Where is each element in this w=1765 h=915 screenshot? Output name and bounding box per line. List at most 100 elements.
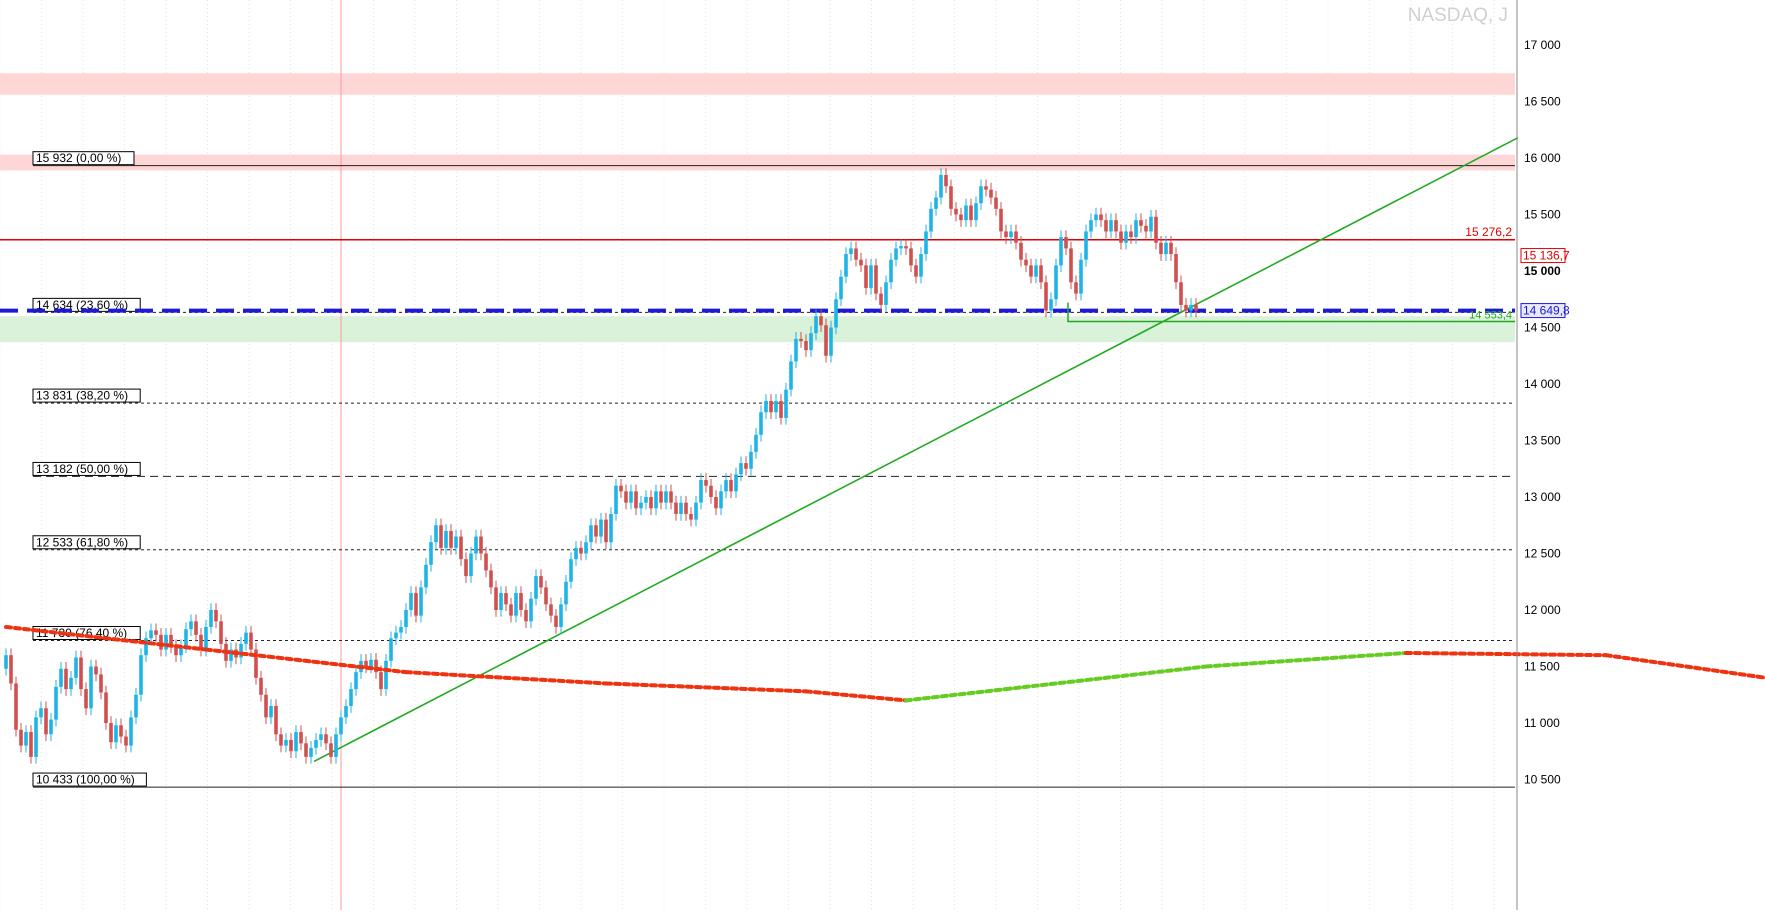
- candle-body: [964, 205, 968, 221]
- candle-body: [149, 630, 153, 639]
- candle-body: [849, 248, 853, 255]
- candle-body: [1004, 231, 1008, 238]
- candle-body: [294, 732, 298, 752]
- y-axis-tick-label: 13 000: [1524, 490, 1561, 504]
- fib-level-box: [32, 461, 141, 476]
- candle-body: [89, 666, 93, 709]
- candle-body: [854, 248, 858, 260]
- candle-body: [289, 739, 293, 752]
- moving-average-segment: [204, 647, 408, 675]
- candle-body: [229, 649, 233, 661]
- candle-body: [734, 474, 738, 492]
- candle-body: [124, 736, 128, 746]
- candle-body: [1139, 220, 1143, 226]
- candle-body: [504, 593, 508, 605]
- candle-body: [209, 610, 213, 627]
- candle-body: [529, 598, 533, 622]
- fib-level-box: [32, 151, 135, 166]
- moving-average-segment: [804, 689, 908, 703]
- support-price-tag-box: [1520, 303, 1566, 319]
- candle-body: [169, 634, 173, 647]
- candle-body: [319, 734, 323, 740]
- candle-body: [729, 480, 733, 492]
- y-axis-tick-label: 10 500: [1524, 773, 1561, 787]
- candle-body: [469, 553, 473, 577]
- candle-body: [9, 655, 13, 684]
- candle-body: [814, 316, 818, 334]
- candle-body: [684, 502, 688, 514]
- y-axis-tick-label: 15 500: [1524, 208, 1561, 222]
- candle-body: [904, 246, 908, 249]
- candle-body: [764, 400, 768, 413]
- candle-body: [614, 485, 618, 514]
- candle-body: [1014, 231, 1018, 243]
- candle-body: [974, 203, 978, 221]
- candle-body: [1084, 231, 1088, 260]
- candle-body: [719, 491, 723, 509]
- candle-body: [489, 570, 493, 588]
- candle-body: [509, 604, 513, 616]
- price-tag-box: [1520, 248, 1566, 264]
- candle-body: [49, 719, 53, 735]
- candle-body: [759, 412, 763, 435]
- fib-level-label: 14 634 (23,60 %): [36, 298, 128, 312]
- candle-body: [394, 632, 398, 639]
- candle-body: [884, 282, 888, 305]
- candle-body: [574, 547, 578, 560]
- candle-body: [969, 205, 973, 221]
- fibonacci-layer: 15 932 (0,00 %) 14 634 (23,60 %) 13 831 (3…: [32, 151, 1515, 788]
- candle-body: [769, 400, 773, 413]
- candle-body: [624, 491, 628, 503]
- candle-body: [424, 564, 428, 588]
- candle-body: [434, 525, 438, 543]
- candle-body: [1069, 248, 1073, 283]
- candle-body: [829, 327, 833, 356]
- candle-body: [1129, 231, 1133, 238]
- candle-body: [1064, 237, 1068, 249]
- candle-body: [74, 657, 78, 678]
- candle-body: [1164, 242, 1168, 255]
- fib-level-label: 12 533 (61,80 %): [36, 535, 128, 549]
- candle-body: [109, 723, 113, 743]
- candle-body: [199, 634, 203, 650]
- candle-body: [329, 743, 333, 757]
- candle-body: [644, 497, 648, 503]
- candle-body: [534, 576, 538, 599]
- candle-body: [1074, 282, 1078, 294]
- candle-body: [584, 542, 588, 554]
- candle-body: [599, 519, 603, 537]
- candle-body: [249, 632, 253, 650]
- double-bottom-label: 14 553,4: [1469, 309, 1512, 321]
- candle-body: [1019, 242, 1023, 260]
- candle-body: [494, 587, 498, 610]
- candle-body: [24, 732, 28, 746]
- candle-body: [94, 666, 98, 675]
- candle-body: [824, 325, 828, 356]
- candle-body: [279, 734, 283, 746]
- candle-body: [784, 389, 788, 418]
- candle-body: [344, 706, 348, 718]
- candle-body: [1024, 259, 1028, 266]
- candle-body: [1089, 220, 1093, 232]
- y-axis-tick-label: 17 000: [1524, 38, 1561, 52]
- support-price-tag-label: 14 649,8: [1523, 304, 1570, 318]
- y-axis-tick-label: 11 000: [1524, 716, 1560, 730]
- candle-body: [714, 497, 718, 509]
- y-axis-tick-label: 16 500: [1524, 95, 1561, 109]
- support-zone: [0, 316, 1515, 343]
- fib-level-label: 15 932 (0,00 %): [36, 151, 121, 165]
- candle-body: [949, 186, 953, 209]
- candle-body: [809, 333, 813, 351]
- candle-body: [619, 485, 623, 492]
- candle-body: [1174, 254, 1178, 283]
- candle-body: [4, 655, 8, 669]
- candle-body: [299, 732, 303, 744]
- candle-body: [754, 434, 758, 452]
- candle-body: [869, 265, 873, 288]
- candles-layer: [4, 168, 1198, 764]
- candle-body: [559, 604, 563, 627]
- candle-body: [39, 708, 43, 718]
- candle-body: [629, 491, 633, 503]
- candle-body: [379, 672, 383, 690]
- candle-body: [944, 174, 948, 187]
